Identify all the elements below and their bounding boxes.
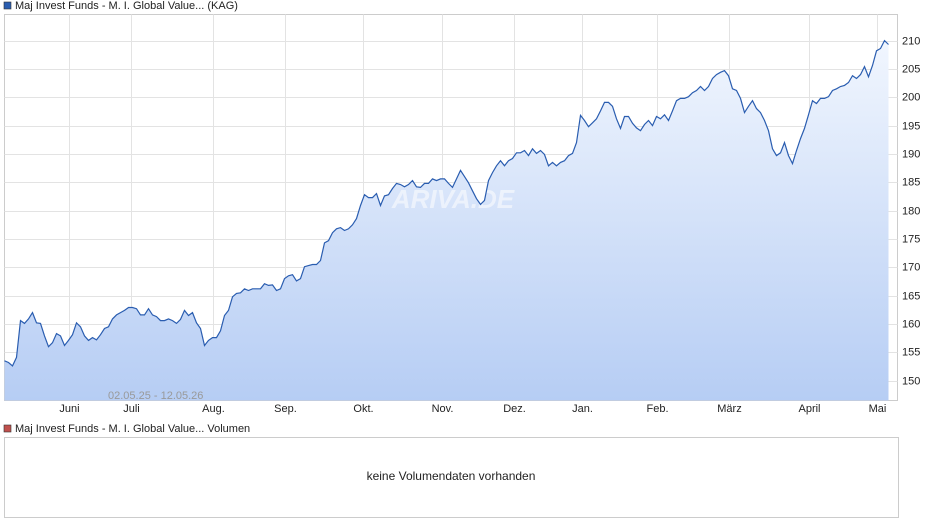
x-tick-label: Dez. [503,403,526,415]
legend-label: Maj Invest Funds - M. I. Global Value...… [15,0,238,12]
date-range: 02.05.25 - 12.05.26 [108,390,203,402]
y-tick-label: 205 [902,63,920,75]
y-tick-label: 160 [902,318,920,330]
x-tick-label: Mai [869,403,887,415]
area [4,40,889,401]
x-tick-label: Nov. [432,403,454,415]
x-tick-label: Juni [59,403,79,415]
legend-label: Maj Invest Funds - M. I. Global Value...… [15,423,250,435]
y-tick-label: 195 [902,120,920,132]
y-tick-label: 170 [902,261,920,273]
line [4,39,889,367]
y-tick-label: 190 [902,148,920,160]
volume-message: keine Volumendaten vorhanden [367,469,536,483]
watermark: ARIVA.DE [391,184,515,214]
x-tick-label: Sep. [274,403,297,415]
legend-swatch [3,1,12,10]
volume-plot-area [4,437,899,518]
x-tick-label: Jan. [572,403,593,415]
y-tick-label: 200 [902,91,920,103]
y-tick-label: 210 [902,35,920,47]
y-tick-label: 180 [902,205,920,217]
x-tick-label: Juli [123,403,140,415]
x-tick-label: Okt. [353,403,373,415]
y-tick-label: 185 [902,176,920,188]
y-tick-label: 155 [902,346,920,358]
x-tick-label: Feb. [646,403,668,415]
x-tick-label: Aug. [202,403,225,415]
y-tick-label: 165 [902,290,920,302]
y-tick-label: 150 [902,375,920,387]
x-tick-label: März [717,403,741,415]
legend-swatch [3,424,12,433]
y-tick-label: 175 [902,233,920,245]
x-tick-label: April [798,403,820,415]
